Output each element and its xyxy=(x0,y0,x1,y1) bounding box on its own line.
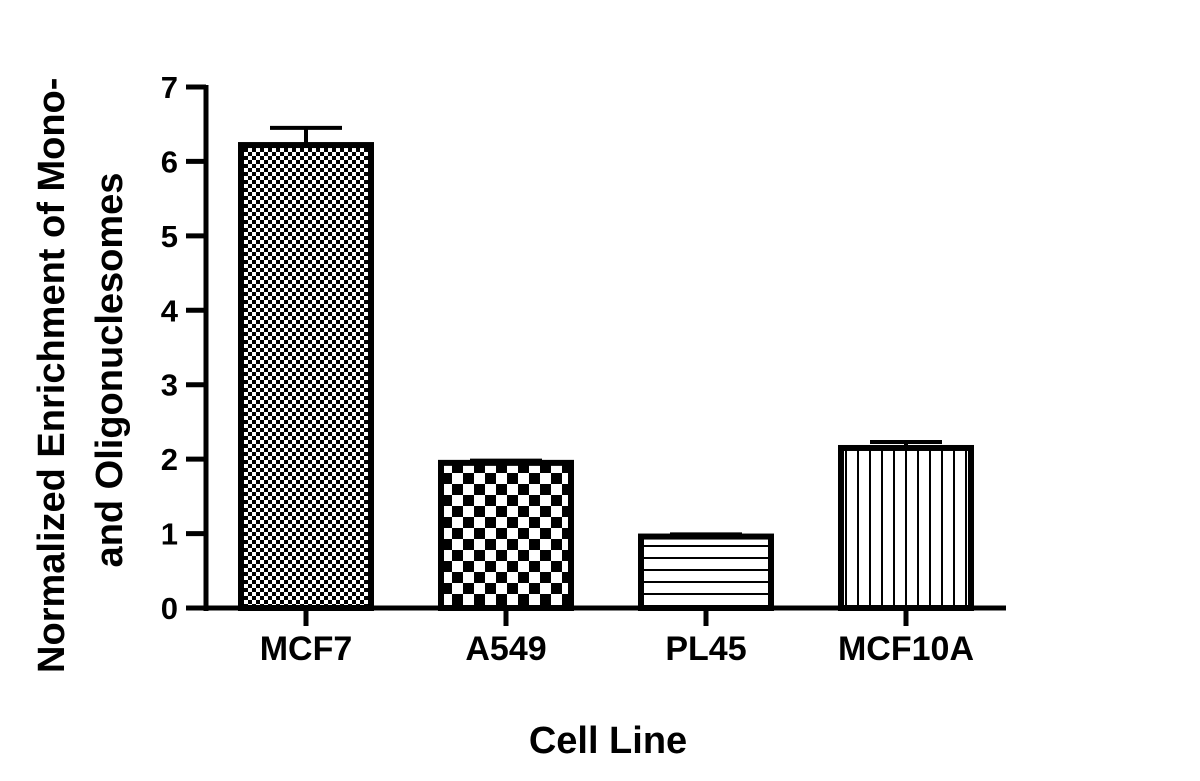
x-tick-label-pl45: PL45 xyxy=(665,630,746,668)
bar-mcf7 xyxy=(238,142,374,611)
bar-pl45 xyxy=(638,533,774,612)
bars-layer xyxy=(238,125,974,612)
y-tick-label-4: 4 xyxy=(161,293,179,328)
labels-layer: MCF7 A549 PL45 MCF10A 0 1 2 3 4 5 6 7 xyxy=(161,70,974,668)
y-tick-label-0: 0 xyxy=(161,591,178,626)
x-axis-title: Cell Line xyxy=(529,720,687,762)
y-tick-label-6: 6 xyxy=(161,144,178,179)
y-axis-title-line-2: and Oligonuclesomes xyxy=(89,173,131,568)
bar-mcf10a xyxy=(838,444,974,611)
y-axis-title: Normalized Enrichment of Mono- and Oligo… xyxy=(31,67,131,673)
y-tick-label-5: 5 xyxy=(161,219,178,254)
x-tick-label-mcf10a: MCF10A xyxy=(838,630,974,668)
x-tick-label-mcf7: MCF7 xyxy=(260,630,353,668)
y-tick-label-2: 2 xyxy=(161,442,178,477)
y-tick-label-1: 1 xyxy=(161,517,178,552)
x-tick-label-a549: A549 xyxy=(465,630,546,668)
bar-a549 xyxy=(438,459,574,611)
axes-layer xyxy=(186,84,1006,626)
y-tick-label-3: 3 xyxy=(161,368,178,403)
y-axis-title-line-1: Normalized Enrichment of Mono- xyxy=(31,78,73,673)
y-tick-label-7: 7 xyxy=(161,70,178,105)
